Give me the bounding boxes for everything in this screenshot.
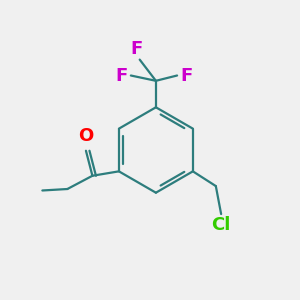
- Text: F: F: [181, 67, 193, 85]
- Text: O: O: [78, 128, 94, 146]
- Text: F: F: [130, 40, 142, 58]
- Text: F: F: [115, 67, 127, 85]
- Text: Cl: Cl: [212, 216, 231, 234]
